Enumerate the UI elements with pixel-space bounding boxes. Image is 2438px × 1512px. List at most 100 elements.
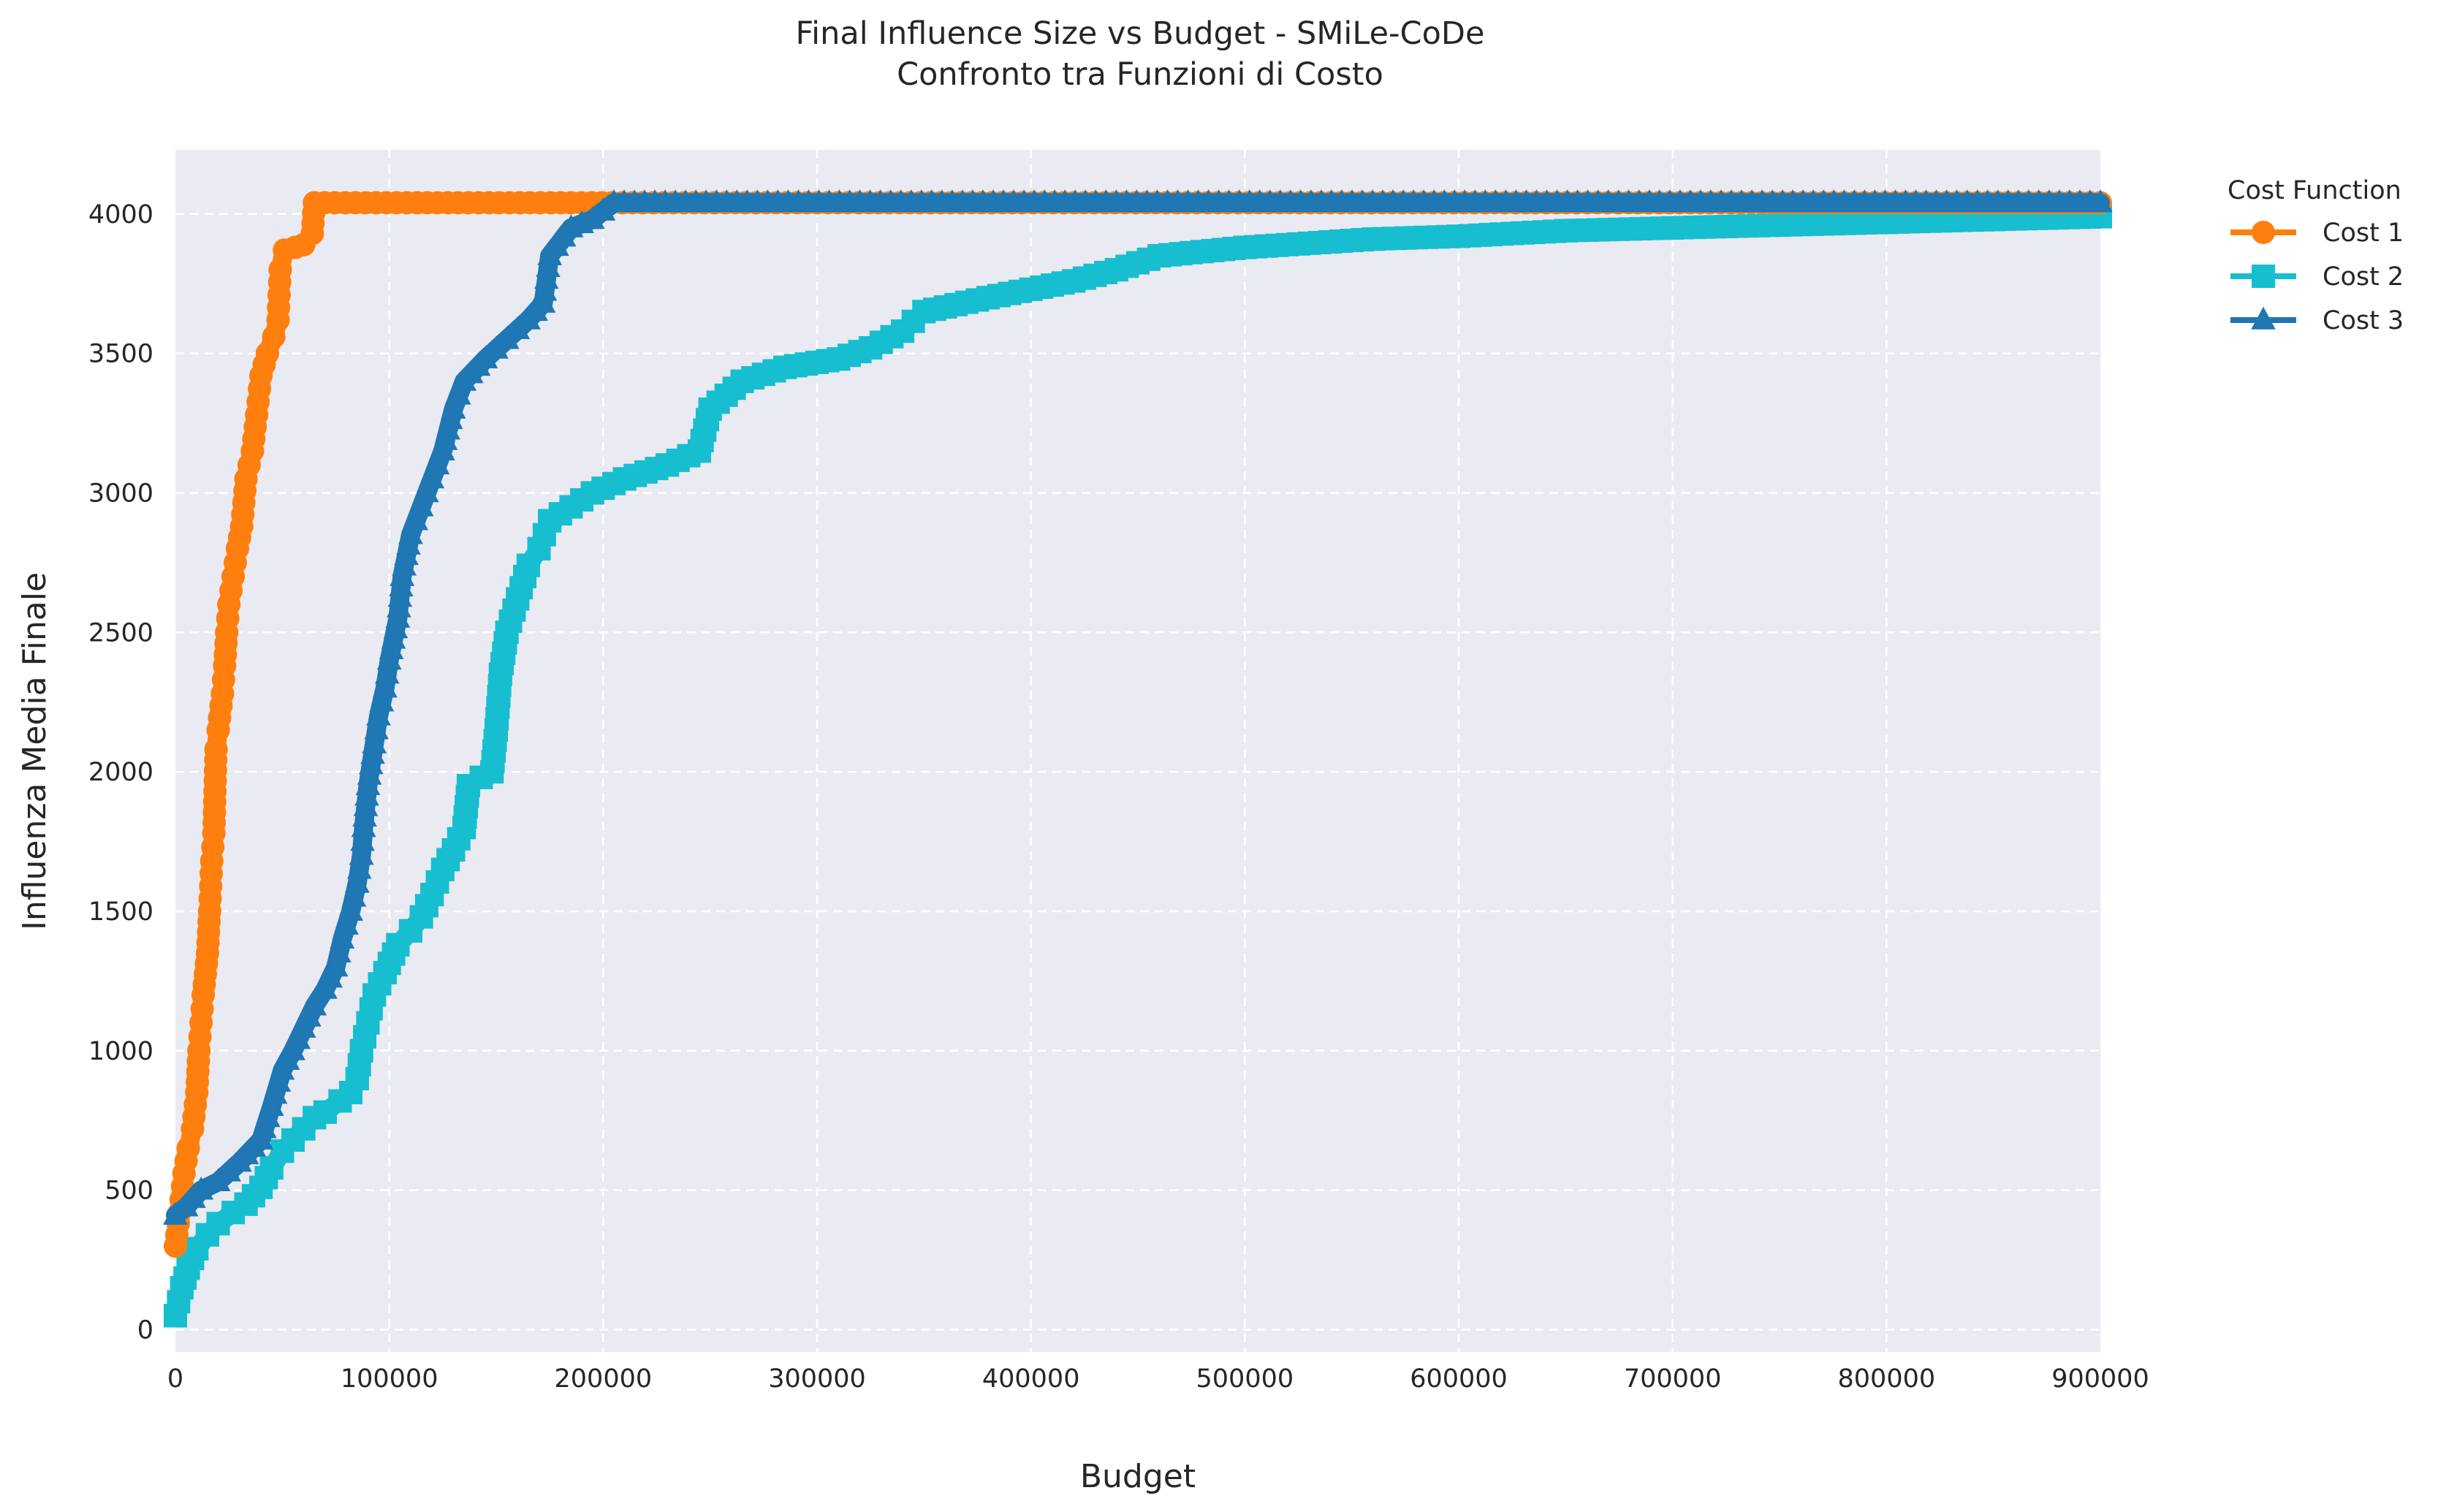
data-point-cost-1 <box>249 364 273 388</box>
data-point-cost-1 <box>234 467 258 491</box>
y-tick-label: 4000 <box>88 200 153 229</box>
data-point-cost-2 <box>527 536 551 561</box>
series-marker-cost-3 <box>369 688 395 712</box>
data-point-cost-3 <box>452 368 476 391</box>
x-tick-label: 200000 <box>555 1364 653 1394</box>
data-point-cost-1 <box>202 821 226 846</box>
series-marker-cost-3 <box>350 828 375 851</box>
data-point-cost-3 <box>390 563 415 586</box>
data-point-cost-3 <box>291 1014 316 1038</box>
data-point-cost-2 <box>1361 227 1385 251</box>
data-point-cost-2 <box>688 439 712 463</box>
data-point-cost-2 <box>356 1011 380 1035</box>
legend-label: Cost 2 <box>2323 262 2404 292</box>
x-tick-label: 700000 <box>1624 1364 1722 1394</box>
x-tick-label: 100000 <box>341 1364 438 1394</box>
x-tick-label: 0 <box>167 1364 183 1394</box>
data-point-cost-1 <box>197 899 221 923</box>
data-point-cost-3 <box>419 465 444 489</box>
data-point-cost-2 <box>912 300 936 324</box>
data-point-cost-2 <box>612 467 637 491</box>
data-point-cost-2 <box>362 983 387 1007</box>
legend-marker-cost-2 <box>2252 265 2275 288</box>
legend: Cost Function Cost 1 Cost 2 Cost 3 <box>2228 176 2404 335</box>
data-point-cost-3 <box>259 1093 284 1116</box>
series-marker-cost-3 <box>266 1068 292 1092</box>
data-point-cost-2 <box>1768 213 1791 238</box>
x-tick-label: 500000 <box>1196 1364 1294 1394</box>
x-tick-label: 800000 <box>1838 1364 1936 1394</box>
data-point-cost-3 <box>531 289 556 313</box>
data-point-cost-3 <box>351 814 376 837</box>
data-point-cost-3 <box>376 647 402 670</box>
data-point-cost-2 <box>1660 216 1685 240</box>
y-tick-label: 500 <box>105 1177 153 1206</box>
chart-subtitle: Confronto tra Funzioni di Costo <box>897 56 1383 93</box>
data-point-cost-3 <box>313 976 338 999</box>
y-tick-label: 3500 <box>88 340 153 369</box>
legend-item-cost-2: Cost 2 <box>2230 262 2404 292</box>
x-axis-label: Budget <box>1080 1458 1196 1495</box>
series-marker-cost-3 <box>533 266 559 289</box>
data-point-cost-3 <box>430 437 455 461</box>
data-point-cost-2 <box>559 495 583 519</box>
data-point-cost-2 <box>495 620 519 645</box>
data-point-cost-2 <box>480 760 504 784</box>
series-marker-cost-3 <box>364 716 389 740</box>
data-point-cost-2 <box>1062 269 1086 293</box>
series-marker-cost-3 <box>374 661 400 684</box>
data-point-cost-3 <box>580 206 605 229</box>
data-point-cost-3 <box>281 1037 305 1060</box>
data-point-cost-2 <box>373 960 397 984</box>
grid-lines <box>175 150 2100 1352</box>
data-point-cost-3 <box>558 214 584 238</box>
data-point-cost-2 <box>430 857 455 881</box>
data-point-cost-1 <box>185 1081 209 1105</box>
data-point-cost-2 <box>170 1276 194 1300</box>
data-point-cost-1 <box>164 1234 187 1258</box>
y-tick-labels: 0 500 1000 1500 2000 2500 3000 3500 4000 <box>88 200 153 1345</box>
data-point-cost-1 <box>268 258 292 282</box>
data-point-cost-3 <box>441 395 466 419</box>
data-point-cost-2 <box>976 286 1000 310</box>
x-tick-label: 400000 <box>982 1364 1080 1394</box>
series-cost-3 <box>163 189 2113 1225</box>
data-point-cost-2 <box>891 319 915 343</box>
data-point-cost-3 <box>227 1149 252 1172</box>
data-point-cost-3 <box>302 992 327 1016</box>
data-point-cost-2 <box>580 481 604 505</box>
data-point-cost-1 <box>189 1011 213 1035</box>
chart-title: Final Influence Size vs Budget - SMiLe-C… <box>796 15 1485 52</box>
data-point-cost-2 <box>409 905 433 929</box>
data-point-cost-2 <box>349 1038 373 1063</box>
data-point-cost-1 <box>229 514 254 539</box>
y-tick-label: 2500 <box>88 618 153 647</box>
data-point-cost-3 <box>173 1193 199 1217</box>
data-point-cost-2 <box>859 335 883 360</box>
data-point-cost-3 <box>344 870 370 893</box>
x-tick-labels: 0 100000 200000 300000 400000 500000 600000 700… <box>167 1364 2149 1394</box>
data-point-cost-3 <box>385 604 411 628</box>
legend-marker-cost-1 <box>2252 221 2275 244</box>
data-point-cost-2 <box>1147 244 1171 268</box>
data-point-cost-2 <box>488 662 512 686</box>
data-point-cost-1 <box>225 536 249 561</box>
data-point-cost-3 <box>163 1201 188 1225</box>
data-point-cost-2 <box>1554 219 1578 243</box>
x-tick-label: 600000 <box>1410 1364 1508 1394</box>
data-point-cost-3 <box>409 493 434 517</box>
data-point-cost-1 <box>172 1161 196 1185</box>
data-point-cost-3 <box>270 1057 295 1080</box>
data-point-cost-1 <box>176 1136 200 1160</box>
legend-label: Cost 1 <box>2323 219 2404 248</box>
data-point-cost-2 <box>249 1175 273 1199</box>
data-point-cost-1 <box>213 654 237 678</box>
series-marker-cost-3 <box>341 884 367 907</box>
data-point-cost-2 <box>506 587 530 611</box>
data-point-cost-2 <box>1875 210 1899 235</box>
data-point-cost-3 <box>2088 189 2113 213</box>
y-tick-label: 2000 <box>88 758 153 787</box>
data-point-cost-1 <box>215 620 239 645</box>
data-point-cost-1 <box>266 308 290 332</box>
data-point-cost-3 <box>590 197 616 221</box>
